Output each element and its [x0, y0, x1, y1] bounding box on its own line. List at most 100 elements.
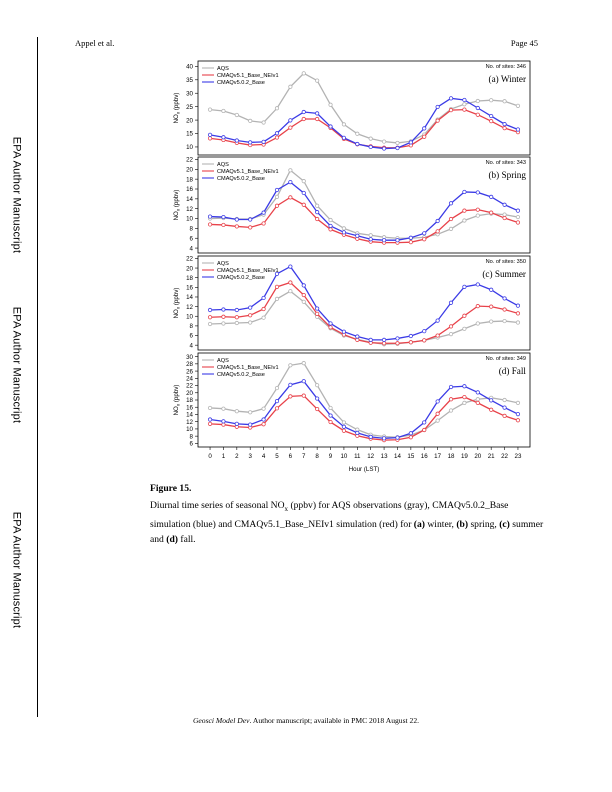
point-base-1-21 — [489, 194, 494, 199]
point-base-1-4 — [261, 210, 266, 215]
point-neiv1-0-22 — [502, 126, 507, 131]
point-neiv1-2-2 — [234, 315, 239, 320]
point-base-0-7 — [301, 109, 306, 115]
point-aqs-1-9 — [328, 217, 333, 223]
point-neiv1-3-20 — [475, 400, 480, 405]
point-neiv1-3-10 — [341, 428, 347, 433]
point-aqs-3-10 — [341, 420, 347, 425]
x-tick-label-1: 1 — [222, 453, 226, 460]
point-neiv1-3-6 — [288, 394, 293, 399]
point-aqs-3-5 — [274, 385, 280, 391]
point-neiv1-2-23 — [515, 311, 521, 316]
point-base-3-13 — [381, 436, 387, 441]
x-tick-label-20: 20 — [474, 453, 481, 460]
point-neiv1-2-16 — [422, 338, 427, 343]
series-line-aqs-0 — [209, 72, 519, 144]
legend-label-base-3: CMAQv5.0.2_Base — [217, 372, 265, 378]
point-base-2-7 — [301, 283, 306, 288]
legend-label-aqs-3: AQS — [217, 358, 229, 364]
point-base-0-19 — [462, 97, 467, 103]
y-tick-label-1-4: 12 — [186, 206, 193, 213]
point-neiv1-1-8 — [315, 216, 320, 222]
y-tick-label-2-8: 20 — [186, 265, 193, 272]
point-base-2-6 — [288, 264, 293, 269]
point-base-3-11 — [355, 430, 360, 435]
point-aqs-0-23 — [515, 103, 521, 108]
point-neiv1-0-0 — [207, 136, 213, 141]
point-neiv1-2-15 — [408, 340, 413, 345]
y-tick-label-0-1: 15 — [186, 131, 193, 138]
point-aqs-0-4 — [261, 120, 266, 125]
point-aqs-0-7 — [301, 71, 306, 76]
point-aqs-0-5 — [274, 106, 280, 111]
point-neiv1-2-17 — [435, 333, 440, 338]
point-neiv1-1-3 — [248, 225, 253, 230]
point-base-2-14 — [395, 336, 400, 341]
point-aqs-3-9 — [328, 405, 333, 411]
point-neiv1-2-21 — [489, 304, 494, 309]
point-base-3-3 — [248, 422, 253, 427]
y-axis-label-0: NOx (ppbv) — [173, 93, 181, 124]
y-tick-label-3-2: 10 — [186, 426, 193, 433]
figure-caption-text: Diurnal time series of seasonal NOx (ppb… — [150, 498, 545, 547]
point-base-1-19 — [462, 189, 467, 195]
point-base-1-22 — [502, 202, 507, 207]
point-aqs-3-18 — [448, 408, 454, 413]
footer-journal: Geosci Model Dev — [192, 716, 250, 725]
caption-part-9: (d) — [166, 533, 178, 545]
point-aqs-0-19 — [462, 102, 467, 107]
x-tick-label-12: 12 — [367, 453, 374, 460]
panel-label-3: (d) Fall — [499, 366, 527, 376]
y-tick-label-1-9: 22 — [186, 157, 193, 164]
legend-label-base-0: CMAQv5.0.2_Base — [217, 80, 265, 86]
point-base-2-11 — [355, 334, 360, 339]
caption-part-5: (b) — [456, 518, 469, 530]
point-neiv1-2-7 — [301, 292, 306, 298]
point-aqs-1-12 — [368, 233, 373, 238]
point-neiv1-0-6 — [288, 125, 293, 130]
point-base-2-12 — [368, 337, 373, 342]
point-neiv1-2-13 — [381, 341, 387, 346]
point-aqs-1-5 — [274, 194, 280, 199]
caption-part-0: Diurnal time series of seasonal NO — [150, 500, 285, 511]
point-neiv1-3-22 — [502, 413, 507, 419]
point-aqs-3-23 — [515, 400, 521, 405]
point-neiv1-2-8 — [315, 311, 320, 316]
point-neiv1-1-0 — [207, 222, 213, 227]
point-base-3-22 — [502, 405, 507, 410]
point-base-1-5 — [274, 187, 280, 193]
panel-frame-1 — [197, 156, 531, 254]
x-tick-label-14: 14 — [394, 453, 401, 460]
point-neiv1-3-21 — [489, 407, 494, 412]
point-base-3-18 — [448, 384, 454, 390]
y-tick-label-3-10: 26 — [186, 368, 193, 375]
series-line-base-1 — [210, 181, 519, 241]
point-base-0-9 — [328, 124, 333, 129]
caption-part-7: (c) — [499, 518, 510, 530]
y-tick-label-1-2: 8 — [190, 226, 194, 233]
point-neiv1-0-8 — [315, 116, 320, 122]
point-aqs-0-22 — [502, 99, 507, 104]
point-base-2-17 — [435, 318, 440, 323]
point-base-0-12 — [368, 144, 373, 150]
y-tick-label-3-12: 30 — [186, 354, 193, 361]
point-neiv1-0-20 — [475, 112, 480, 117]
y-tick-label-3-0: 6 — [190, 441, 194, 448]
point-base-3-21 — [489, 398, 494, 403]
point-base-2-10 — [341, 329, 347, 334]
y-tick-label-3-7: 20 — [186, 390, 193, 397]
point-aqs-3-20 — [475, 397, 480, 402]
point-base-3-23 — [515, 411, 521, 417]
panel-label-1: (b) Spring — [488, 170, 526, 180]
point-neiv1-2-20 — [475, 304, 480, 309]
point-base-3-9 — [328, 413, 333, 418]
point-base-0-14 — [395, 145, 400, 151]
point-base-1-9 — [328, 223, 333, 229]
y-tick-label-3-3: 12 — [186, 419, 193, 426]
point-base-0-13 — [381, 146, 387, 151]
point-base-2-9 — [328, 321, 333, 326]
point-neiv1-3-18 — [448, 397, 454, 402]
point-neiv1-2-11 — [355, 337, 360, 342]
point-base-3-4 — [261, 417, 266, 422]
series-line-base-3 — [209, 380, 519, 439]
